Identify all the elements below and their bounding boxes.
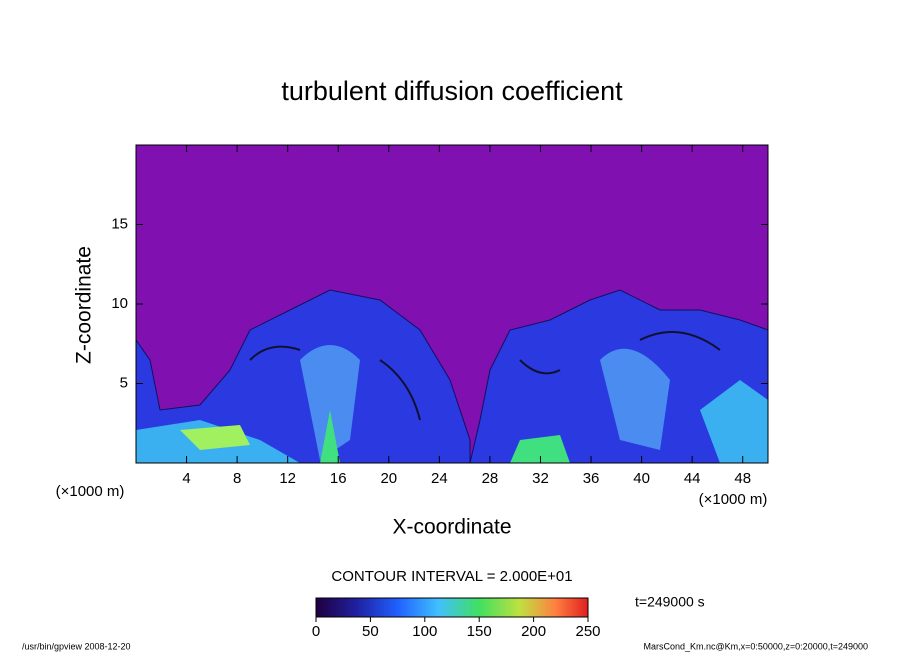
- colorbar-tick-label: 250: [575, 623, 600, 640]
- footer-right: MarsCond_Km.nc@Km,x=0:50000,z=0:20000,t=…: [643, 641, 868, 651]
- contour-interval: CONTOUR INTERVAL = 2.000E+01: [331, 568, 572, 585]
- x-tick-label: 20: [380, 470, 397, 487]
- x-tick-label: 12: [279, 470, 296, 487]
- x-tick-label: 44: [684, 470, 701, 487]
- colorbar: [315, 597, 589, 618]
- x-axis-label: X-coordinate: [392, 516, 511, 539]
- x-tick-label: 24: [431, 470, 448, 487]
- x-tick-label: 4: [182, 470, 190, 487]
- colorbar-tick-label: 100: [412, 623, 437, 640]
- y-axis-label: Z-coordinate: [73, 246, 96, 364]
- y-tick-label: 10: [111, 295, 128, 312]
- x-tick-label: 48: [734, 470, 751, 487]
- y-unit: (×1000 m): [56, 483, 125, 500]
- field: [136, 145, 768, 463]
- x-tick-label: 16: [330, 470, 347, 487]
- x-tick-label: 32: [532, 470, 549, 487]
- x-tick-label: 28: [482, 470, 499, 487]
- colorbar-tick-label: 200: [521, 623, 546, 640]
- x-tick-label: 40: [633, 470, 650, 487]
- chart-title: turbulent diffusion coefficient: [281, 76, 623, 106]
- footer-left: /usr/bin/gpview 2008-12-20: [22, 641, 131, 651]
- y-tick-label: 5: [120, 374, 128, 391]
- x-tick-label: 8: [233, 470, 241, 487]
- colorbar-tick-label: 0: [312, 623, 320, 640]
- x-tick-label: 36: [583, 470, 600, 487]
- colorbar-tick-label: 150: [467, 623, 492, 640]
- y-tick-label: 15: [111, 215, 128, 232]
- colorbar-tick-label: 50: [362, 623, 379, 640]
- time-label: t=249000 s: [635, 594, 705, 610]
- x-unit: (×1000 m): [699, 491, 768, 508]
